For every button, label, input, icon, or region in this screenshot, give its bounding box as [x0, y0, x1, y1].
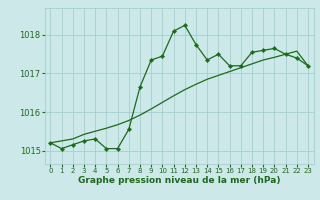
X-axis label: Graphe pression niveau de la mer (hPa): Graphe pression niveau de la mer (hPa): [78, 176, 280, 185]
